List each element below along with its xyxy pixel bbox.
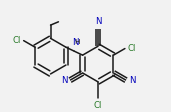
Text: N: N <box>72 38 78 47</box>
Text: N: N <box>129 76 135 85</box>
Text: N: N <box>95 17 101 26</box>
Text: Cl: Cl <box>128 44 136 53</box>
Text: N: N <box>61 76 67 85</box>
Text: Cl: Cl <box>94 101 102 110</box>
Text: Cl: Cl <box>12 36 21 45</box>
Text: H: H <box>74 39 79 45</box>
